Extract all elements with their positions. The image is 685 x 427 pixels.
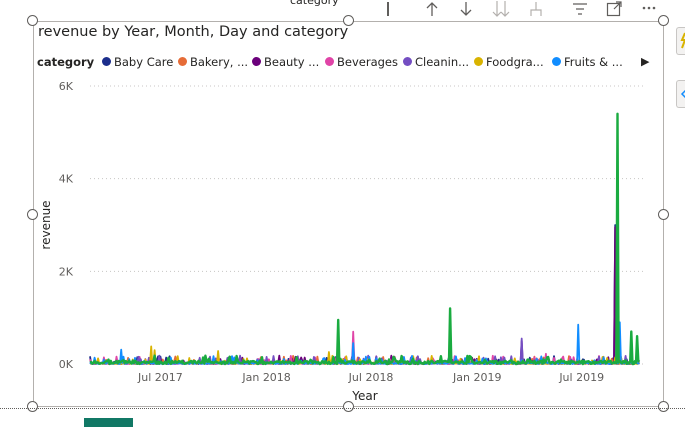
legend-swatch <box>178 57 187 66</box>
legend-swatch <box>102 57 111 66</box>
info-icon[interactable] <box>385 0 391 23</box>
legend-item-bakery[interactable]: Bakery, ... <box>178 55 248 69</box>
visual-header-toolbar <box>380 0 670 20</box>
x-tick-label: Jul 2018 <box>348 371 394 384</box>
legend-swatch <box>325 57 334 66</box>
x-axis-title: Year <box>351 389 377 403</box>
chart-title: revenue by Year, Month, Day and category <box>38 24 349 40</box>
x-tick-label: Jan 2019 <box>452 371 501 384</box>
legend-label: Foodgra... <box>486 55 544 69</box>
legend-label: Bakery, ... <box>190 55 249 69</box>
legend-label: Baby Care <box>114 55 174 69</box>
legend-swatch <box>552 57 561 66</box>
y-tick-label: 0K <box>59 358 74 371</box>
resize-handle-top-left[interactable] <box>27 15 38 26</box>
legend-label: Beverages <box>337 55 398 69</box>
drill-up-icon[interactable] <box>425 0 439 23</box>
legend-swatch <box>252 57 261 66</box>
field-well-label: category <box>290 0 339 7</box>
y-axis-title: revenue <box>39 200 53 249</box>
series-line <box>89 321 640 365</box>
resize-handle-bottom-left[interactable] <box>27 401 38 412</box>
legend-swatch <box>403 57 412 66</box>
page-tab-indicator[interactable] <box>84 418 133 427</box>
resize-handle-top-center[interactable] <box>343 15 354 26</box>
more-options-icon[interactable] <box>641 0 657 23</box>
legend-item-beauty[interactable]: Beauty ... <box>252 55 319 69</box>
y-tick-label: 6K <box>59 80 74 93</box>
legend-item-fruits[interactable]: Fruits & ... <box>552 55 623 69</box>
resize-handle-top-right[interactable] <box>658 15 669 26</box>
series-line <box>89 112 641 366</box>
focus-mode-icon[interactable] <box>606 0 622 23</box>
x-tick-label: Jan 2018 <box>241 371 290 384</box>
y-tick-label: 4K <box>59 173 74 186</box>
legend-label: Fruits & ... <box>564 55 623 69</box>
resize-handle-middle-right[interactable] <box>658 209 669 220</box>
drill-through-icon[interactable] <box>528 0 544 23</box>
side-pane-button-upper[interactable] <box>676 27 685 55</box>
legend-label: Cleanin... <box>415 55 470 69</box>
legend-item-foodgrains[interactable]: Foodgra... <box>474 55 544 69</box>
expand-next-level-icon[interactable] <box>492 0 510 23</box>
legend-item-cleaning[interactable]: Cleanin... <box>403 55 469 69</box>
series-line <box>89 224 640 365</box>
legend-next-arrow-icon[interactable]: ▶ <box>641 55 650 68</box>
legend-item-beverages[interactable]: Beverages <box>325 55 398 69</box>
legend-swatch <box>474 57 483 66</box>
page-boundary-line <box>0 408 685 409</box>
drill-down-icon[interactable] <box>459 0 473 23</box>
legend-label: Beauty ... <box>264 55 320 69</box>
x-tick-label: Jul 2017 <box>137 371 183 384</box>
resize-handle-bottom-center[interactable] <box>343 401 354 412</box>
resize-handle-bottom-right[interactable] <box>658 401 669 412</box>
resize-handle-middle-left[interactable] <box>27 209 38 220</box>
legend-title: category <box>37 55 95 69</box>
filter-icon[interactable] <box>572 0 588 23</box>
legend-item-baby-care[interactable]: Baby Care <box>102 55 173 69</box>
y-tick-label: 2K <box>59 265 74 278</box>
x-tick-label: Jul 2019 <box>558 371 604 384</box>
series-line <box>89 226 640 365</box>
